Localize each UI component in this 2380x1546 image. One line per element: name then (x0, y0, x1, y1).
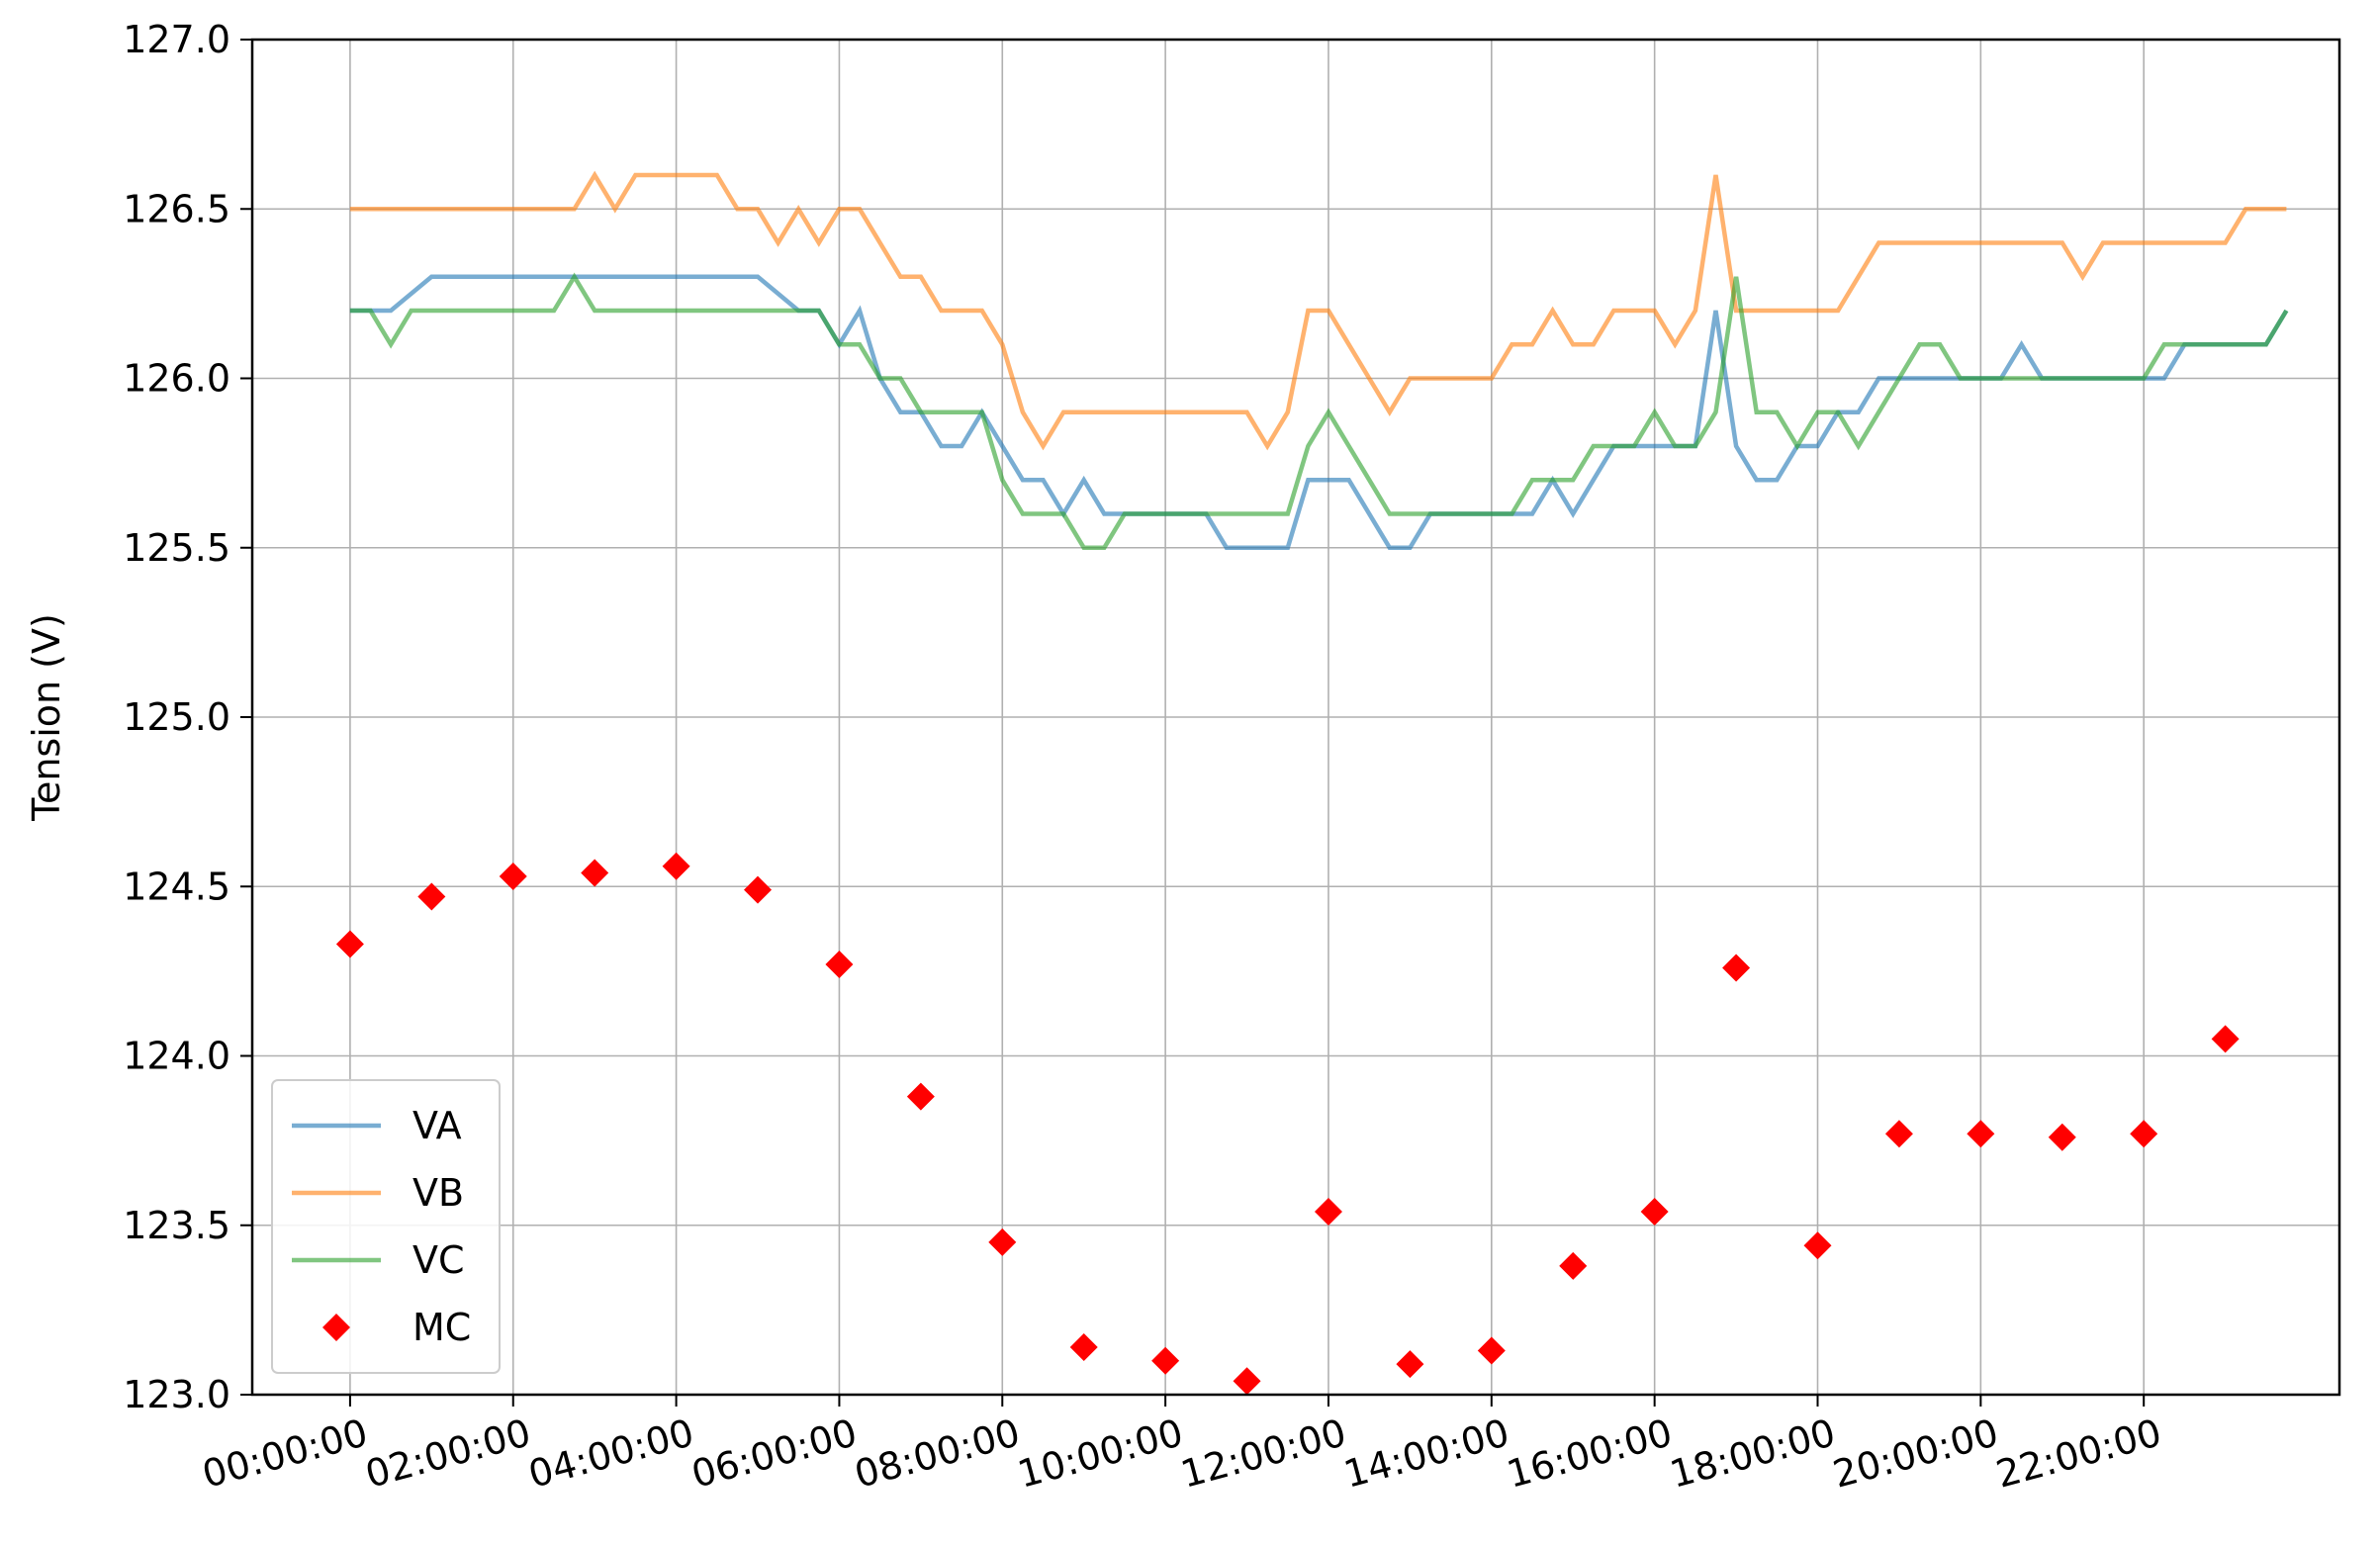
series-mc-point (662, 852, 690, 880)
y-tick-label: 124.0 (123, 1035, 230, 1078)
series-mc-point (1233, 1367, 1261, 1396)
series-mc-point (1314, 1198, 1342, 1227)
series-mc-point (417, 882, 446, 911)
legend-mc-label: MC (412, 1306, 471, 1349)
y-tick-label: 126.5 (123, 187, 230, 230)
series-mc-point (499, 862, 527, 890)
y-axis: 123.0 123.5 124.0 124.5 125.0 125.5 126.0 126.5… (123, 18, 252, 1416)
series-vc-line (349, 272, 2289, 551)
y-tick-label: 127.0 (123, 18, 230, 61)
series-vb-line (349, 170, 2287, 451)
series-layer (335, 170, 2289, 1396)
legend-vb-label: VB (412, 1171, 464, 1215)
series-mc-point (581, 859, 609, 887)
legend-va-label: VA (412, 1104, 462, 1147)
series-mc-point (1803, 1231, 1832, 1260)
series-mc-point (1884, 1120, 1913, 1148)
series-mc-point (335, 930, 364, 958)
legend: VA VB VC MC (271, 1079, 501, 1374)
series-mc-point (1069, 1333, 1098, 1362)
series-mc-point (1477, 1336, 1506, 1365)
series-mc-point (1722, 954, 1751, 982)
y-axis-title: Tension (V) (25, 613, 68, 822)
legend-mc-swatch (322, 1314, 350, 1341)
series-mc-point (744, 875, 773, 904)
legend-box (271, 1079, 501, 1374)
y-tick-label: 123.0 (123, 1373, 230, 1416)
y-tick-label: 125.0 (123, 695, 230, 739)
series-mc-point (988, 1228, 1017, 1256)
y-tick-label: 123.5 (123, 1204, 230, 1247)
series-mc-point (1967, 1120, 1995, 1148)
series-mc-point (2130, 1120, 2158, 1148)
series-mc-point (1396, 1350, 1424, 1379)
y-tick-label: 126.0 (123, 357, 230, 401)
series-mc-point (1151, 1346, 1180, 1375)
series-mc-point (906, 1082, 935, 1111)
series-mc-point (2048, 1123, 2076, 1151)
legend-vc-label: VC (412, 1238, 465, 1282)
series-mc-point (1559, 1251, 1588, 1280)
y-tick-label: 125.5 (123, 526, 230, 570)
y-tick-label: 124.5 (123, 864, 230, 908)
series-mc-point (825, 951, 854, 979)
series-mc-point (2211, 1025, 2240, 1053)
series-mc-point (1640, 1198, 1669, 1227)
